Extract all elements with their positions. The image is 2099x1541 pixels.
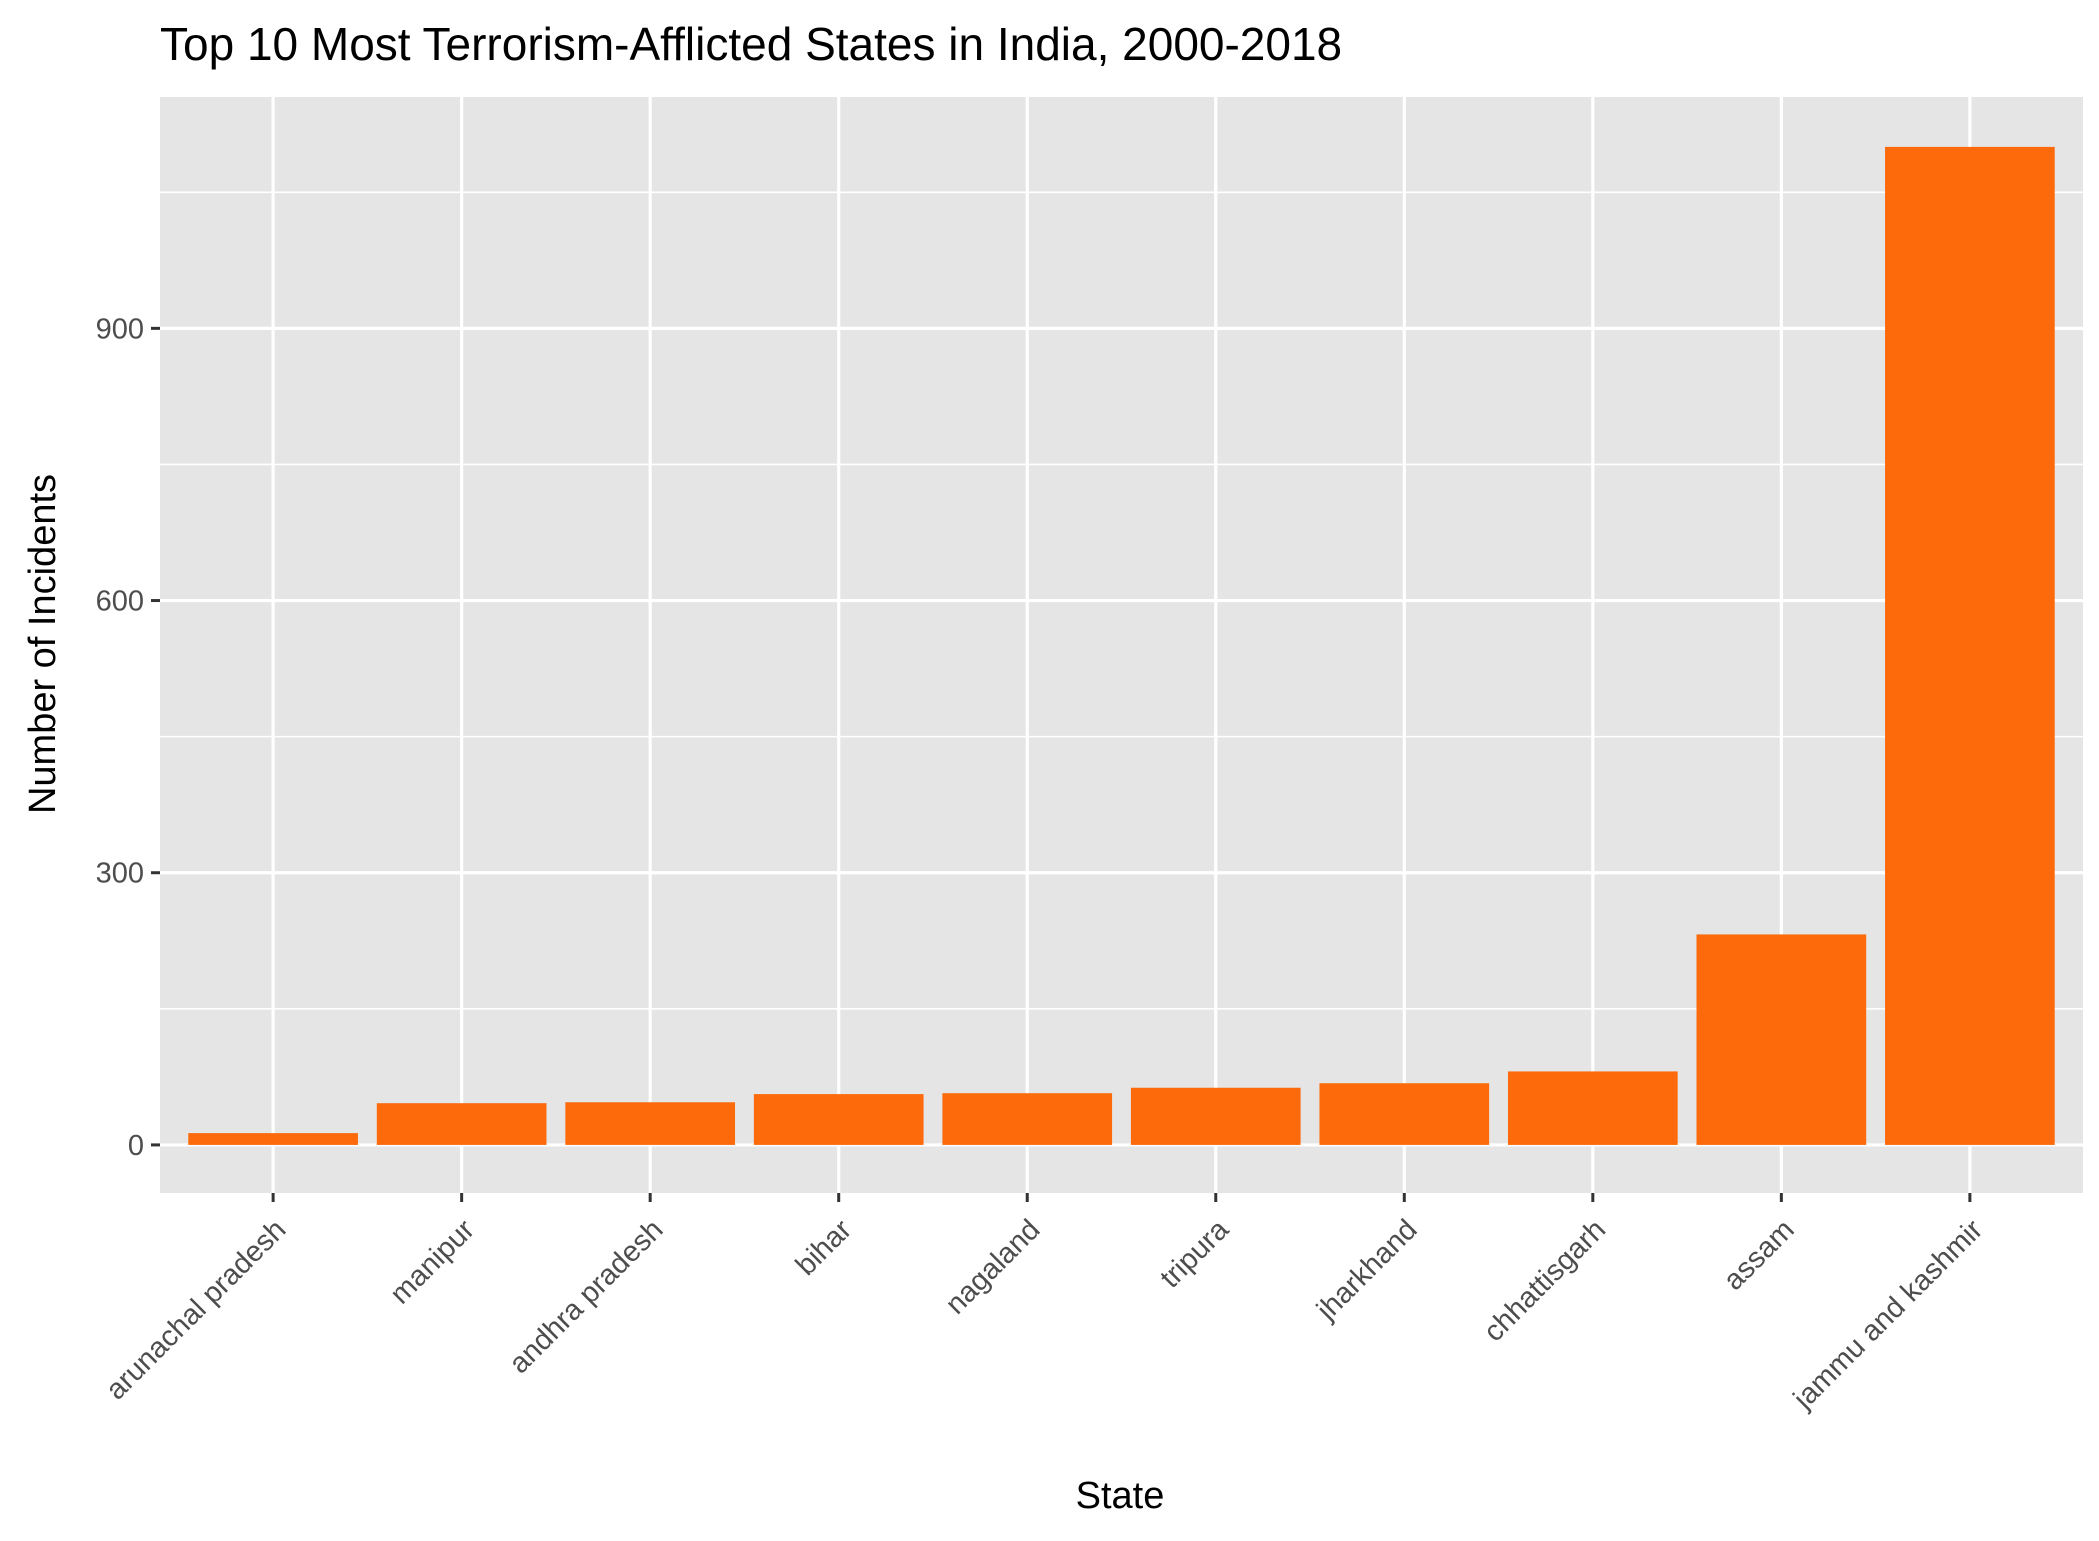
bar-jammu-and-kashmir xyxy=(1885,146,2055,1145)
bar-andhra-pradesh xyxy=(565,1102,736,1145)
y-tick-label: 600 xyxy=(96,586,144,618)
bar-jharkhand xyxy=(1319,1083,1490,1145)
bar-bihar xyxy=(753,1094,924,1145)
bar-assam xyxy=(1696,934,1867,1145)
chart-title: Top 10 Most Terrorism-Afflicted States i… xyxy=(160,18,1342,70)
y-axis: 0 300 600 900 xyxy=(96,313,160,1162)
y-tick-label: 0 xyxy=(128,1130,144,1162)
bars xyxy=(188,146,2055,1145)
bar-nagaland xyxy=(942,1093,1113,1145)
y-tick-label: 900 xyxy=(96,313,144,345)
y-axis-title: Number of Incidents xyxy=(22,474,64,814)
x-axis-title: State xyxy=(1076,1475,1165,1517)
bar-tripura xyxy=(1130,1087,1301,1145)
bar-manipur xyxy=(376,1103,547,1145)
bar-arunachal-pradesh xyxy=(188,1133,358,1145)
bar-chhattisgarh xyxy=(1507,1071,1678,1145)
y-tick-label: 300 xyxy=(96,858,144,890)
